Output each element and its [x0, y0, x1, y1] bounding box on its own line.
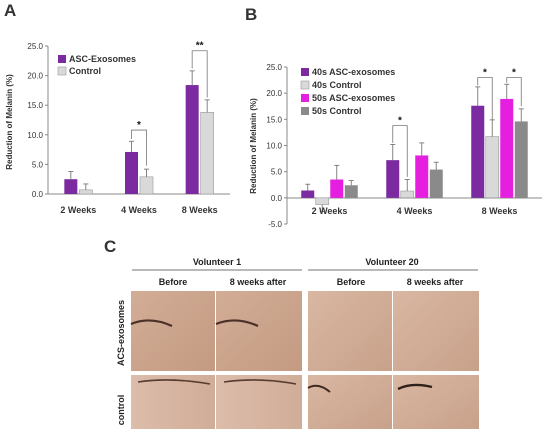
photo-panel: Volunteer 1 Volunteer 20 Before 8 weeks …	[116, 257, 479, 429]
b-bar	[315, 197, 330, 205]
b-bar	[485, 136, 500, 199]
column-label-after-20: 8 weeks after	[407, 277, 464, 287]
a-x-tick-label: 2 Weeks	[60, 205, 96, 215]
a-legend-swatch	[58, 55, 66, 63]
a-legend-label: ASC-Exosomes	[69, 54, 136, 64]
photo-v1-after-control-brow	[223, 379, 297, 385]
b-significance-bracket	[506, 77, 522, 107]
a-significance-bracket	[191, 50, 208, 98]
photo-v1-before-control	[131, 375, 215, 429]
b-legend-swatch	[300, 80, 310, 90]
a-x-tick-label: 8 Weeks	[182, 205, 218, 215]
b-legend-swatch	[301, 94, 309, 102]
column-label-before-20: Before	[337, 277, 366, 287]
photo-v20-before-exosomes	[308, 291, 392, 371]
a-bar	[200, 112, 214, 195]
a-y-tick-label: 20.0	[27, 72, 43, 81]
chart-b-y-label: Reduction of Melanin (%)	[249, 98, 258, 194]
b-bar	[386, 160, 400, 198]
photo-v1-before-control-brow	[137, 379, 211, 385]
a-y-tick-label: 25.0	[27, 42, 43, 51]
photo-v1-after-exosomes-eye	[215, 319, 259, 328]
b-significance-mark: *	[512, 67, 516, 78]
chart-a: Reduction of Melanin (%) 0.0 5.0 10.0 15.0 2…	[5, 41, 230, 215]
b-legend-label: 40s ASC-exosomes	[312, 67, 395, 77]
b-legend-label: 50s Control	[312, 106, 362, 116]
a-y-tick-label: 5.0	[32, 160, 44, 169]
a-bar	[139, 176, 154, 195]
b-y-tick-label: 0.0	[271, 194, 283, 203]
photo-v1-before-exosomes-eye	[130, 319, 173, 328]
b-significance-bracket	[477, 77, 493, 120]
a-bar	[185, 85, 199, 194]
b-x-tick-label: 4 Weeks	[397, 206, 433, 216]
a-significance-mark: *	[137, 120, 141, 131]
photo-v1-after-exosomes	[216, 291, 302, 371]
b-y-tick-label: 15.0	[266, 115, 282, 124]
a-y-tick-label: 15.0	[27, 101, 43, 110]
b-bar	[471, 105, 485, 198]
photo-v20-after-control-eye	[397, 383, 433, 391]
b-bar	[429, 169, 443, 198]
volunteer-20-label: Volunteer 20	[365, 257, 418, 267]
a-bar	[79, 189, 93, 195]
b-y-tick-label: 20.0	[266, 89, 282, 98]
a-y-tick-label: 0.0	[32, 190, 44, 199]
photo-v20-after-control	[393, 375, 479, 429]
b-bar	[415, 155, 429, 198]
b-bar	[514, 121, 528, 198]
b-y-tick-label: 10.0	[266, 142, 282, 151]
photo-v20-before-control	[308, 375, 392, 429]
b-bar	[400, 190, 415, 199]
b-bar	[344, 185, 358, 198]
a-y-tick-label: 10.0	[27, 131, 43, 140]
photo-v20-before-control-eye	[307, 384, 331, 393]
b-bar	[330, 179, 344, 198]
photo-v1-before-exosomes	[131, 291, 215, 371]
b-significance-mark: *	[398, 116, 402, 127]
b-legend-label: 40s Control	[312, 80, 362, 90]
panel-label-a: A	[4, 1, 16, 20]
b-legend-label: 50s ASC-exosomes	[312, 93, 395, 103]
b-legend-swatch	[301, 107, 309, 115]
panel-label-b: B	[245, 5, 257, 24]
photo-v20-after-exosomes	[393, 291, 479, 371]
panel-label-c: C	[104, 237, 116, 256]
row-label-exosomes: ACS-exosomes	[116, 300, 126, 366]
a-significance-mark: **	[196, 41, 204, 52]
volunteer-1-label: Volunteer 1	[193, 257, 241, 267]
a-bar	[64, 179, 78, 194]
b-x-tick-label: 8 Weeks	[482, 206, 518, 216]
b-bar	[500, 98, 514, 198]
b-y-tick-label: 5.0	[271, 168, 283, 177]
b-legend-swatch	[301, 68, 309, 76]
b-significance-bracket	[392, 125, 408, 177]
row-label-control: control	[116, 395, 126, 426]
chart-b: Reduction of Melanin (%) -5.0 0.0 5.0 10.0 1…	[249, 63, 542, 229]
photo-v1-after-control	[216, 375, 302, 429]
a-significance-bracket	[131, 129, 147, 166]
a-legend-label: Control	[69, 66, 101, 76]
column-label-after-1: 8 weeks after	[230, 277, 287, 287]
chart-a-y-label: Reduction of Melanin (%)	[5, 74, 14, 170]
column-label-before-1: Before	[159, 277, 188, 287]
a-legend-swatch	[57, 66, 67, 76]
b-bar	[301, 190, 315, 198]
b-significance-mark: *	[483, 67, 487, 78]
a-x-tick-label: 4 Weeks	[121, 205, 157, 215]
b-y-tick-label: -5.0	[268, 220, 282, 229]
b-x-tick-label: 2 Weeks	[312, 206, 348, 216]
a-bar	[125, 151, 138, 194]
b-y-tick-label: 25.0	[266, 63, 282, 72]
